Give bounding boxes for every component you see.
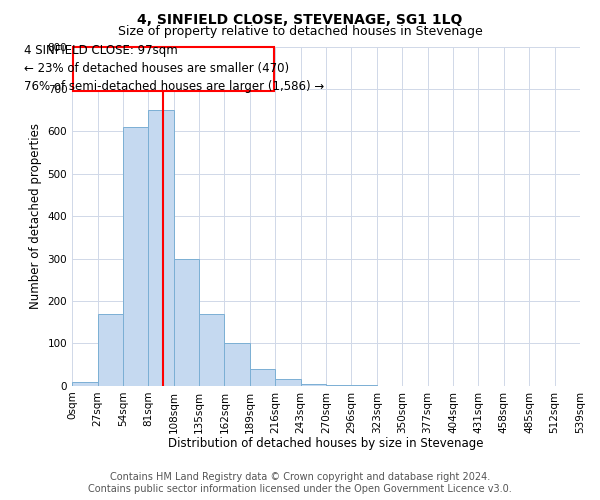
Bar xyxy=(174,258,199,386)
Bar xyxy=(224,344,250,386)
Bar xyxy=(250,369,275,386)
X-axis label: Distribution of detached houses by size in Stevenage: Distribution of detached houses by size … xyxy=(169,437,484,450)
Bar xyxy=(301,384,326,386)
Bar xyxy=(326,385,352,386)
FancyBboxPatch shape xyxy=(73,46,274,91)
Text: Contains HM Land Registry data © Crown copyright and database right 2024.
Contai: Contains HM Land Registry data © Crown c… xyxy=(88,472,512,494)
Text: 4 SINFIELD CLOSE: 97sqm
← 23% of detached houses are smaller (470)
76% of semi-d: 4 SINFIELD CLOSE: 97sqm ← 23% of detache… xyxy=(23,44,324,94)
Bar xyxy=(148,110,174,386)
Bar xyxy=(98,314,123,386)
Bar xyxy=(123,127,148,386)
Bar xyxy=(275,380,301,386)
Y-axis label: Number of detached properties: Number of detached properties xyxy=(29,123,42,309)
Bar xyxy=(199,314,224,386)
Text: Size of property relative to detached houses in Stevenage: Size of property relative to detached ho… xyxy=(118,25,482,38)
Bar xyxy=(352,385,377,386)
Text: 4, SINFIELD CLOSE, STEVENAGE, SG1 1LQ: 4, SINFIELD CLOSE, STEVENAGE, SG1 1LQ xyxy=(137,12,463,26)
Bar xyxy=(72,382,98,386)
